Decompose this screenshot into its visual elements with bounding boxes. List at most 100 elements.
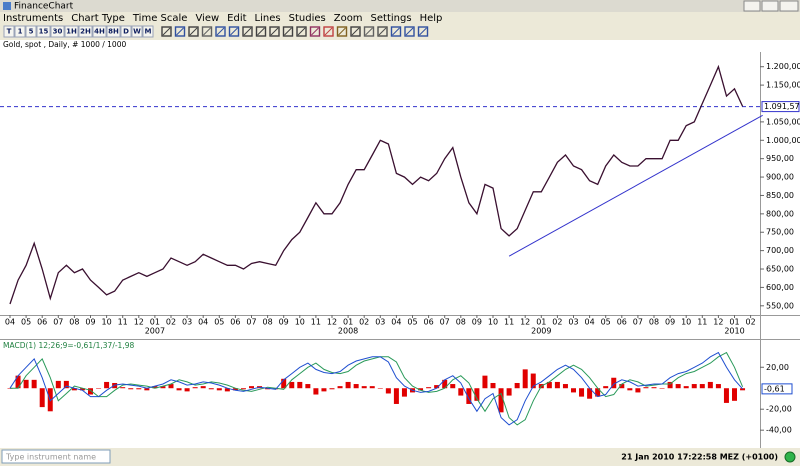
histogram-bar xyxy=(635,388,641,393)
price-level-box xyxy=(761,101,800,113)
histogram-bar xyxy=(345,381,351,389)
tool-icon[interactable] xyxy=(417,26,429,37)
tool-icon[interactable] xyxy=(188,26,199,37)
x-tick-label: 07 xyxy=(440,318,450,327)
minimize-button[interactable] xyxy=(743,0,761,12)
histogram-bar xyxy=(353,384,359,389)
menu-item[interactable]: Instruments xyxy=(3,13,63,24)
timescale-button[interactable] xyxy=(106,25,121,38)
timescale-button[interactable] xyxy=(78,25,93,38)
macd-title: MACD(1) 12;26;9=-0,61/1,37/-1,98 xyxy=(3,341,134,350)
histogram-bar xyxy=(458,388,464,396)
menu-item[interactable]: Settings xyxy=(371,13,412,24)
tool-icon[interactable] xyxy=(242,26,253,37)
toolbar: T 1 5 15 30 1H 2H 4H 8H D W M xyxy=(3,25,429,38)
histogram-bar xyxy=(240,388,246,390)
menu-item[interactable]: Help xyxy=(420,13,443,24)
x-tick-label: 04 xyxy=(391,318,401,327)
tool-icon[interactable] xyxy=(309,26,321,37)
x-tick-label: 06 xyxy=(424,318,434,327)
tool-icon[interactable] xyxy=(336,26,348,37)
histogram-bar xyxy=(474,388,480,401)
menu-item[interactable]: Lines xyxy=(255,13,281,24)
histogram-bar xyxy=(683,386,689,389)
last-value-box xyxy=(761,383,793,395)
tool-icon[interactable] xyxy=(296,26,307,37)
tool-icon[interactable] xyxy=(377,26,388,37)
timescale-button[interactable] xyxy=(131,25,143,38)
instrument-input[interactable] xyxy=(1,449,111,464)
x-tick-label: 08 xyxy=(649,318,659,327)
timescale-button[interactable] xyxy=(14,25,26,38)
histogram-bar xyxy=(442,379,448,389)
menu-item[interactable]: Time Scale xyxy=(132,13,188,24)
tool-icon[interactable] xyxy=(255,26,267,37)
histogram-bar xyxy=(595,388,601,397)
timescale-label: 1 xyxy=(18,28,23,36)
tool-icon[interactable] xyxy=(390,26,402,37)
histogram-bar xyxy=(603,386,609,389)
tool-icon-glyph xyxy=(257,27,265,36)
tool-icon[interactable] xyxy=(363,26,375,37)
timescale-button[interactable] xyxy=(92,25,107,38)
tool-icon[interactable] xyxy=(215,26,226,37)
tool-icon[interactable] xyxy=(282,26,294,37)
tool-icon[interactable] xyxy=(323,26,334,37)
y-tick-label: 650,00 xyxy=(766,265,794,274)
year-label: 2009 xyxy=(531,327,551,336)
timescale-button[interactable] xyxy=(142,25,154,38)
menu-item[interactable]: Zoom xyxy=(334,13,363,24)
histogram-bar xyxy=(571,388,576,393)
y-tick-label: 700,00 xyxy=(766,246,794,255)
histogram-bar xyxy=(675,384,681,389)
tool-icon-glyph xyxy=(243,27,252,36)
histogram-bar xyxy=(200,386,206,389)
timescale-button[interactable] xyxy=(64,25,79,38)
tool-icon[interactable] xyxy=(228,26,240,37)
tool-icon[interactable] xyxy=(269,26,280,37)
x-tick-label: 10 xyxy=(681,318,691,327)
tool-icon-glyph xyxy=(351,27,360,36)
histogram-bar xyxy=(522,369,528,389)
histogram-bar xyxy=(329,388,335,390)
x-tick-label: 02 xyxy=(166,318,176,327)
histogram-bar xyxy=(23,379,29,389)
histogram-bar xyxy=(128,388,134,390)
tool-icon-glyph xyxy=(392,27,400,36)
tool-icon-glyph xyxy=(203,27,211,36)
tool-icon[interactable] xyxy=(404,26,415,37)
x-tick-label: 11 xyxy=(118,318,128,327)
y-tick-label: 1.150,00 xyxy=(766,81,800,90)
tool-icon[interactable] xyxy=(201,26,213,37)
histogram-bar xyxy=(297,381,303,389)
menu-item[interactable]: Chart Type xyxy=(71,13,125,24)
tool-icon-glyph xyxy=(338,27,346,36)
menu-item[interactable]: Edit xyxy=(227,13,246,24)
y-tick-label: 800,00 xyxy=(766,209,794,218)
histogram-bar xyxy=(554,381,560,389)
close-button[interactable] xyxy=(779,0,799,12)
timescale-label: 8H xyxy=(108,28,119,36)
macd-line xyxy=(9,351,743,426)
histogram-bar xyxy=(715,384,721,389)
tool-icon[interactable] xyxy=(161,26,172,37)
menu-item[interactable]: View xyxy=(195,13,219,24)
tool-icon[interactable] xyxy=(350,26,361,37)
timescale-button[interactable] xyxy=(120,25,132,38)
x-tick-label: 05 xyxy=(407,318,417,327)
y-tick-label: 20,00 xyxy=(766,363,789,372)
timescale-label: W xyxy=(133,28,141,36)
timescale-button[interactable] xyxy=(25,25,37,38)
maximize-button[interactable] xyxy=(761,0,779,12)
timescale-button[interactable] xyxy=(3,25,15,38)
tool-icon-glyph xyxy=(189,27,198,36)
histogram-bar xyxy=(224,388,230,392)
histogram-bar xyxy=(426,387,432,389)
tool-icon[interactable] xyxy=(174,26,186,37)
timescale-button[interactable] xyxy=(50,25,65,38)
histogram-bar xyxy=(184,388,190,392)
histogram-bar xyxy=(313,388,319,395)
menu-item[interactable]: Studies xyxy=(289,13,326,24)
timescale-button[interactable] xyxy=(36,25,51,38)
histogram-bar xyxy=(498,388,504,413)
